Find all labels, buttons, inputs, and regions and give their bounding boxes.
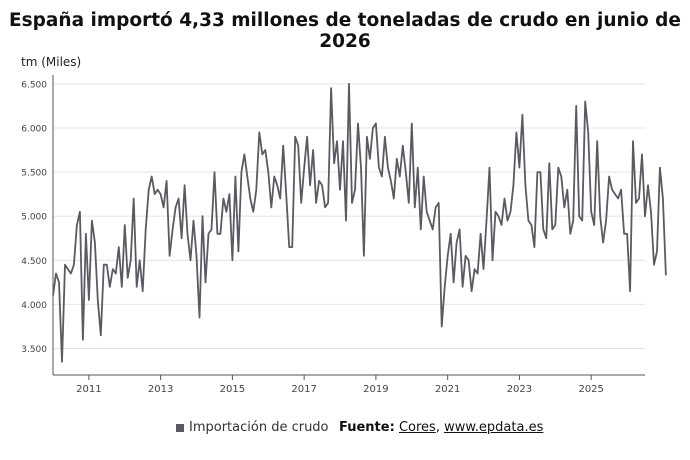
y-tick-label: 5.000 [21,213,47,223]
legend: Importación de crudo [176,420,329,435]
y-tick-label: 6.500 [21,80,47,90]
x-tick-label: 2021 [435,384,460,395]
x-tick-label: 2017 [291,384,316,395]
x-tick-label: 2019 [363,384,388,395]
legend-swatch [176,423,184,432]
source-credit: Fuente: Cores, www.epdata.es [339,420,543,435]
x-tick-label: 2023 [507,384,532,395]
source-separator: , [435,420,445,435]
source-link-epdata[interactable]: www.epdata.es [444,420,544,435]
series-line-importacion-de-crudo [52,82,667,363]
source-link-cores[interactable]: Cores [398,420,436,435]
source-prefix: Fuente: [339,420,395,435]
legend-label: Importación de crudo [189,420,329,435]
y-tick-label: 3.500 [21,345,47,355]
chart-title: España importó 4,33 millones de tonelada… [9,10,681,52]
y-tick-label: 4.500 [21,257,47,267]
x-tick-label: 2025 [578,384,603,395]
x-tick-label: 2011 [76,384,101,395]
y-tick-label: 4.000 [21,301,47,311]
x-tick-label: 2013 [148,384,173,395]
y-tick-label: 6.000 [21,124,47,134]
x-tick-label: 2015 [220,384,245,395]
y-axis-unit-label: tm (Miles) [21,55,82,69]
y-tick-label: 5.500 [21,169,47,179]
